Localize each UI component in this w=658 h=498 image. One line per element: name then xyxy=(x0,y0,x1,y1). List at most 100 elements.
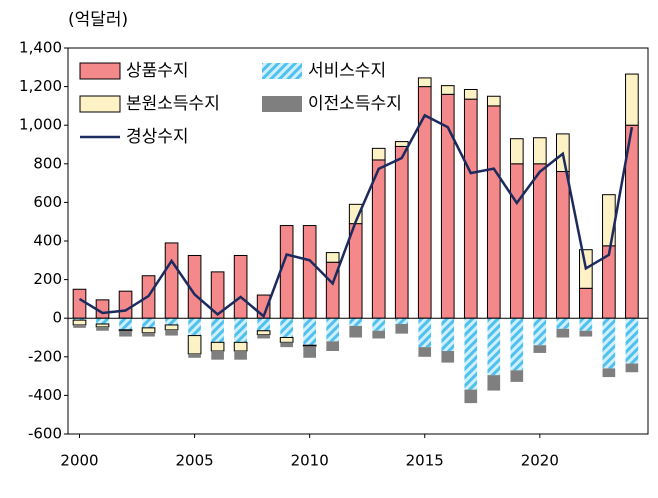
bar-segment xyxy=(532,163,547,319)
y-tick-label: 600 xyxy=(33,193,62,211)
legend-label: 본원소득수지 xyxy=(126,94,220,114)
bar-segment xyxy=(279,337,294,343)
bar-segment xyxy=(119,318,132,330)
bar-segment xyxy=(187,335,202,355)
bar-segment xyxy=(532,137,547,165)
unit-label: (억달러) xyxy=(68,10,128,30)
bar-segment xyxy=(211,318,224,343)
y-tick-label: 200 xyxy=(33,270,62,288)
y-tick-label: -600 xyxy=(28,425,62,443)
x-tick-label: 2000 xyxy=(60,452,98,470)
bar-segment xyxy=(96,318,109,324)
bar-segment xyxy=(533,345,547,353)
y-tick-label: 400 xyxy=(33,232,62,250)
bar-segment xyxy=(394,145,409,319)
bar-segment xyxy=(440,85,455,95)
legend-swatch xyxy=(262,63,302,79)
y-tick-label: 1,200 xyxy=(19,77,62,95)
bar-segment xyxy=(349,325,363,338)
x-tick-label: 2010 xyxy=(291,452,329,470)
bar-segment xyxy=(211,351,224,360)
bar-segment xyxy=(463,98,478,319)
bar-segment xyxy=(165,329,178,336)
y-tick-label: -200 xyxy=(28,347,62,365)
bar-segment xyxy=(464,318,478,390)
bar-segment xyxy=(533,318,547,346)
bar-segment xyxy=(625,363,639,373)
bar-segment xyxy=(326,318,340,342)
bar-segment xyxy=(509,163,524,319)
bar-segment xyxy=(371,159,386,319)
bar-segment xyxy=(579,330,593,337)
line-series xyxy=(78,113,634,319)
bar-segment xyxy=(625,318,639,364)
bar-segment xyxy=(463,88,478,100)
y-tick-label: 1,400 xyxy=(19,39,62,57)
bar-segment xyxy=(280,342,293,348)
bar-segment xyxy=(556,171,570,319)
bar-segment xyxy=(556,328,570,338)
bar-segment xyxy=(280,318,293,338)
bar-segment xyxy=(164,324,179,331)
bar-segment xyxy=(464,389,478,404)
bar-segment xyxy=(441,351,455,363)
bar-segment xyxy=(141,327,156,334)
legend-swatch xyxy=(79,62,121,80)
bar-segment xyxy=(486,95,501,107)
bar-segment xyxy=(395,318,409,324)
bar-segment xyxy=(279,225,294,319)
bar-segment xyxy=(579,318,593,331)
bar-segment xyxy=(303,346,316,358)
bar-segment xyxy=(303,318,316,346)
bar-segment xyxy=(394,141,409,147)
bar-segment xyxy=(625,73,639,126)
y-tick-label: 1,000 xyxy=(19,116,62,134)
bar-segment xyxy=(188,353,201,358)
bar-segment xyxy=(165,318,178,325)
bar-segment xyxy=(556,318,570,329)
bar-segment xyxy=(602,194,616,247)
bar-segment xyxy=(395,323,409,334)
bar-segment xyxy=(372,330,386,339)
y-tick-label: 0 xyxy=(52,309,62,327)
bar-segment xyxy=(372,318,386,331)
x-tick-label: 2020 xyxy=(521,452,559,470)
bar-segment xyxy=(142,318,155,328)
bar-segment xyxy=(326,341,340,352)
bar-segment xyxy=(142,332,155,337)
bar-segment xyxy=(325,252,340,263)
bar-segment xyxy=(164,242,179,319)
bar-segment xyxy=(602,318,616,369)
bar-segment xyxy=(510,370,524,382)
bar-segment xyxy=(257,334,270,339)
bar-segment xyxy=(210,341,225,352)
bar-segment xyxy=(119,330,132,337)
y-tick-label: 800 xyxy=(33,154,62,172)
y-tick-label: -400 xyxy=(28,386,62,404)
legend-label: 상품수지 xyxy=(126,61,189,81)
bar-segment xyxy=(96,326,109,331)
x-tick-label: 2005 xyxy=(175,452,213,470)
bar-segment xyxy=(348,223,363,319)
bar-segment xyxy=(257,318,270,331)
bar-segment xyxy=(73,318,86,321)
bar-segment xyxy=(487,318,501,376)
bar-segment xyxy=(441,318,455,352)
bar-segment xyxy=(509,138,524,165)
bar-segment xyxy=(371,147,386,161)
legend-label: 서비스수지 xyxy=(308,61,386,81)
bar-segment xyxy=(188,318,201,336)
legend-swatch xyxy=(79,95,121,113)
bar-segment xyxy=(233,341,248,352)
bar-segment xyxy=(418,318,432,348)
x-tick-label: 2015 xyxy=(406,452,444,470)
bar-segment xyxy=(95,323,110,328)
bar-segment xyxy=(256,330,271,336)
bar-segment xyxy=(73,324,86,328)
bar-segment xyxy=(349,318,363,326)
bar-segment xyxy=(579,287,593,319)
bar-segment xyxy=(234,318,247,343)
bar-segment xyxy=(302,225,317,319)
legend-label: 경상수지 xyxy=(126,127,189,147)
